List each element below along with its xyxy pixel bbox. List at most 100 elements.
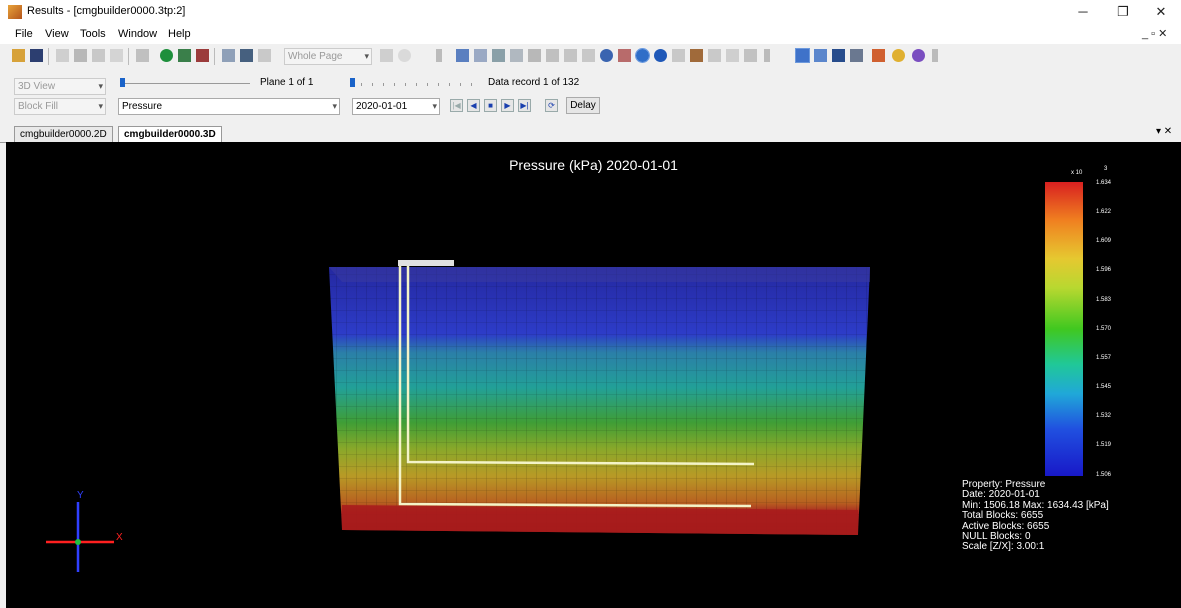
rotate-axis-icon[interactable] xyxy=(564,49,577,62)
reservoir-grid-lines xyxy=(329,267,870,535)
pointer-icon[interactable] xyxy=(474,49,487,62)
colorbar-tick: 1.545 xyxy=(1096,384,1112,390)
quote-icon[interactable] xyxy=(258,49,271,62)
rotate-reverse-icon[interactable] xyxy=(654,49,667,62)
pencil-icon[interactable] xyxy=(196,49,209,62)
open-icon[interactable] xyxy=(12,49,25,62)
chevron-down-icon: ▾ xyxy=(98,101,103,111)
menu-view[interactable]: View xyxy=(45,28,69,40)
record-slider-track[interactable] xyxy=(350,83,480,86)
plane-slider-thumb[interactable] xyxy=(120,78,125,87)
tab-2d[interactable]: cmgbuilder0000.2D xyxy=(14,126,113,142)
info-scale: Scale [Z/X]: 3.00:1 xyxy=(962,541,1045,552)
undo-icon[interactable] xyxy=(110,49,123,62)
zoom-combo[interactable]: Whole Page ▾ xyxy=(284,48,372,65)
smile-icon[interactable] xyxy=(892,49,905,62)
record-slider-thumb[interactable] xyxy=(350,78,355,87)
window-icon[interactable] xyxy=(240,49,253,62)
well-head xyxy=(398,260,454,266)
y-axis-label: Y xyxy=(77,490,84,501)
control-panel: 3D View ▾ Block Fill ▾ Plane 1 of 1 Data r… xyxy=(0,70,1181,122)
draw-icon[interactable] xyxy=(492,49,505,62)
fit-icon[interactable] xyxy=(222,49,235,62)
fill-mode-value: Block Fill xyxy=(18,101,59,112)
mdi-window-controls[interactable]: _ ▫ ✕ xyxy=(1142,28,1168,40)
layers-grid-icon[interactable] xyxy=(708,49,721,62)
app-icon xyxy=(8,5,22,19)
table-icon[interactable] xyxy=(795,48,810,63)
save-icon[interactable] xyxy=(30,49,43,62)
close-button[interactable]: ✕ xyxy=(1155,4,1167,19)
next-record-icon[interactable]: ▶ xyxy=(501,99,514,112)
probe-icon[interactable] xyxy=(456,49,469,62)
target-icon[interactable] xyxy=(398,49,411,62)
stop-icon[interactable]: ■ xyxy=(484,99,497,112)
last-record-icon[interactable]: ▶| xyxy=(518,99,531,112)
settings-gear-icon[interactable] xyxy=(912,49,925,62)
tabs-menu[interactable]: ▾ ✕ xyxy=(1156,126,1173,137)
reservoir-grid xyxy=(46,260,870,572)
menu-help[interactable]: Help xyxy=(168,28,191,40)
colorbar xyxy=(1045,182,1083,476)
pan-icon[interactable] xyxy=(582,49,595,62)
colorbar-tick: 1.506 xyxy=(1096,472,1112,478)
spread-icon[interactable] xyxy=(744,49,757,62)
reservoir-bottom-layer xyxy=(342,505,858,535)
info-null-blocks: NULL Blocks: 0 xyxy=(962,531,1031,542)
tab-3d[interactable]: cmgbuilder0000.3D xyxy=(118,126,222,142)
colorbar-tick: 1.557 xyxy=(1096,355,1112,361)
prev-record-icon[interactable]: ◀ xyxy=(467,99,480,112)
toolbar-overflow-icon[interactable] xyxy=(932,49,938,62)
mesh-icon[interactable] xyxy=(726,49,739,62)
colorbar-tick: 1.570 xyxy=(1096,326,1112,332)
chevron-down-icon: ▾ xyxy=(98,81,103,91)
copy-icon[interactable] xyxy=(74,49,87,62)
section-icon[interactable] xyxy=(528,49,541,62)
rotate-free-icon[interactable] xyxy=(618,49,631,62)
chart-icon[interactable] xyxy=(832,49,845,62)
plane-label: Plane 1 of 1 xyxy=(260,77,314,88)
menu-file[interactable]: File xyxy=(15,28,33,40)
delay-button[interactable]: Delay xyxy=(566,97,600,114)
3d-viewport[interactable]: Pressure (kPa) 2020-01-01 xyxy=(6,142,1181,608)
property-select[interactable]: Pressure ▾ xyxy=(118,98,340,115)
layers-icon[interactable] xyxy=(178,49,191,62)
fill-mode-select[interactable]: Block Fill ▾ xyxy=(14,98,106,115)
document-tabs: cmgbuilder0000.2D cmgbuilder0000.3D ▾ ✕ xyxy=(0,122,1181,143)
reservoir-top-face xyxy=(329,267,870,282)
chevron-down-icon: ▾ xyxy=(364,51,369,61)
colorbar-tick: 1.622 xyxy=(1096,209,1112,215)
toolbar-overflow-icon[interactable] xyxy=(764,49,770,62)
toolbar-separator xyxy=(128,48,129,65)
print-icon[interactable] xyxy=(136,49,149,62)
property-value: Pressure xyxy=(122,101,163,112)
page-setup-icon[interactable] xyxy=(380,49,393,62)
move-icon[interactable] xyxy=(546,49,559,62)
x-axis-label: X xyxy=(116,532,123,543)
copy-view-icon[interactable] xyxy=(672,49,685,62)
colorbar-exponent-power: 3 xyxy=(1104,166,1108,172)
filter-icon[interactable] xyxy=(850,49,863,62)
cut-icon[interactable] xyxy=(56,49,69,62)
plane-slider-track[interactable] xyxy=(120,83,250,84)
refresh-icon[interactable] xyxy=(160,49,173,62)
rotate-icon[interactable] xyxy=(635,48,650,63)
well-icon[interactable] xyxy=(690,49,703,62)
first-record-icon[interactable]: |◀ xyxy=(450,99,463,112)
zoom-icon[interactable] xyxy=(600,49,613,62)
grid-icon[interactable] xyxy=(510,49,523,62)
date-select[interactable]: 2020-01-01 ▾ xyxy=(352,98,440,115)
loop-icon[interactable]: ⟳ xyxy=(545,99,558,112)
menu-window[interactable]: Window xyxy=(118,28,158,40)
toolbar-overflow-icon[interactable] xyxy=(436,49,442,62)
paste-icon[interactable] xyxy=(92,49,105,62)
view-mode-select[interactable]: 3D View ▾ xyxy=(14,78,106,95)
colorbar-tick: 1.532 xyxy=(1096,413,1112,419)
delay-label: Delay xyxy=(570,100,596,111)
panel-icon[interactable] xyxy=(814,49,827,62)
restore-button[interactable]: ❐ xyxy=(1117,4,1129,19)
bar-chart-icon[interactable] xyxy=(872,49,885,62)
date-value: 2020-01-01 xyxy=(356,101,408,112)
menu-tools[interactable]: Tools xyxy=(80,28,106,40)
minimize-button[interactable]: ─ xyxy=(1078,4,1088,19)
